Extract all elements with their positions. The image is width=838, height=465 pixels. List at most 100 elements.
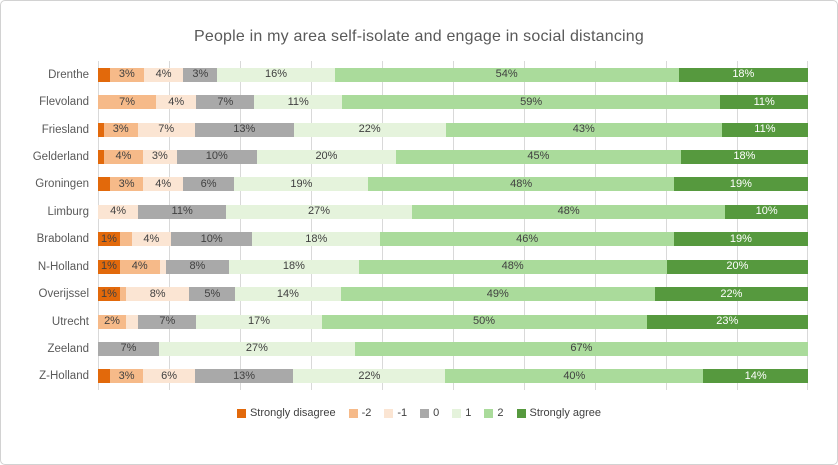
bar-segment-1[interactable]: 22% bbox=[293, 369, 446, 384]
chart-row-utrecht: Utrecht 2% 7% 17% 50% 23% bbox=[1, 308, 837, 335]
bar-segment-2[interactable]: 48% bbox=[368, 177, 674, 192]
bar-segment--2[interactable]: 3% bbox=[109, 177, 144, 192]
data-label: 3% bbox=[192, 68, 209, 81]
gridline-20 bbox=[240, 61, 241, 390]
bar-segment--1[interactable]: 4% bbox=[156, 95, 197, 110]
bar-segment--1[interactable]: 4% bbox=[98, 204, 139, 219]
bar-segment-0[interactable]: 8% bbox=[165, 259, 230, 274]
bar-segment-2[interactable]: 40% bbox=[445, 369, 704, 384]
legend-item-strongly-agree[interactable]: Strongly agree bbox=[516, 407, 601, 419]
bar-segment-2[interactable]: 43% bbox=[445, 122, 722, 137]
bar-segment-strongly-disagree[interactable] bbox=[98, 369, 110, 384]
bar-segment-1[interactable]: 27% bbox=[158, 341, 355, 356]
bar-segment-2[interactable]: 54% bbox=[334, 67, 679, 82]
legend-label: 0 bbox=[433, 407, 440, 419]
legend: Strongly disagree -2 -1 0 1 2 Strongly agree bbox=[1, 407, 837, 419]
legend-item-0[interactable]: 0 bbox=[420, 407, 439, 419]
gridline-70 bbox=[595, 61, 596, 390]
bar-segment--2[interactable] bbox=[119, 287, 126, 302]
bar-segment-0[interactable]: 6% bbox=[182, 177, 235, 192]
bar-segment-strongly-disagree[interactable]: 1% bbox=[98, 259, 120, 274]
bar-rows: Drenthe 3% 4% 3% 16% 54% 18% Flevoland 7% 4% 7% 11%… bbox=[1, 61, 837, 390]
bar-segment-2[interactable]: 48% bbox=[411, 204, 726, 219]
bar-segment--2[interactable] bbox=[119, 232, 132, 247]
bar-track: 1% 8% 5% 14% 49% 22% bbox=[98, 287, 808, 302]
legend-item--1[interactable]: -1 bbox=[384, 407, 407, 419]
bar-segment--1[interactable]: 4% bbox=[131, 232, 172, 247]
data-label: 2% bbox=[104, 315, 120, 327]
bar-segment-2[interactable]: 46% bbox=[380, 232, 674, 247]
bar-segment-0[interactable]: 13% bbox=[194, 369, 294, 384]
data-label: 10% bbox=[200, 232, 223, 245]
bar-segment-strongly-agree[interactable]: 23% bbox=[646, 314, 809, 329]
bar-segment--2[interactable]: 3% bbox=[103, 122, 138, 137]
bar-segment-2[interactable]: 59% bbox=[342, 95, 721, 110]
bar-segment-strongly-agree[interactable]: 22% bbox=[654, 287, 808, 302]
bar-segment-strongly-agree[interactable]: 10% bbox=[725, 204, 808, 219]
legend-item-2[interactable]: 2 bbox=[484, 407, 504, 419]
bar-segment-1[interactable]: 16% bbox=[217, 67, 335, 82]
bar-segment--1[interactable]: 7% bbox=[137, 122, 195, 137]
bar-segment--1[interactable] bbox=[159, 259, 166, 274]
bar-segment--2[interactable]: 7% bbox=[98, 95, 157, 110]
bar-track: 3% 6% 13% 22% 40% 14% bbox=[98, 369, 808, 384]
bar-segment-0[interactable]: 3% bbox=[183, 67, 218, 82]
bar-segment-0[interactable]: 7% bbox=[138, 314, 197, 329]
bar-segment--2[interactable]: 3% bbox=[109, 369, 144, 384]
bar-segment-1[interactable]: 20% bbox=[257, 149, 396, 164]
bar-segment-0[interactable]: 5% bbox=[189, 287, 236, 302]
bar-segment--2[interactable]: 3% bbox=[109, 67, 144, 82]
bar-segment-strongly-disagree[interactable]: 1% bbox=[98, 287, 120, 302]
bar-segment-strongly-agree[interactable]: 19% bbox=[673, 232, 808, 247]
data-label: 4% bbox=[131, 260, 148, 273]
bar-segment-strongly-disagree[interactable] bbox=[98, 149, 104, 164]
bar-segment-0[interactable]: 13% bbox=[194, 122, 294, 137]
bar-segment--1[interactable]: 3% bbox=[143, 149, 177, 164]
bar-segment-1[interactable]: 14% bbox=[235, 287, 341, 302]
bar-segment-0[interactable]: 10% bbox=[171, 232, 253, 247]
bar-segment-strongly-agree[interactable]: 14% bbox=[703, 369, 808, 384]
bar-segment-strongly-disagree[interactable] bbox=[98, 122, 104, 137]
bar-segment--1[interactable]: 8% bbox=[125, 287, 190, 302]
bar-segment-strongly-agree[interactable]: 11% bbox=[721, 122, 808, 137]
bar-segment-2[interactable]: 67% bbox=[354, 341, 808, 356]
bar-segment-1[interactable]: 27% bbox=[226, 204, 412, 219]
bar-segment-1[interactable]: 17% bbox=[196, 314, 322, 329]
bar-segment-strongly-disagree[interactable] bbox=[98, 67, 110, 82]
bar-segment-0[interactable]: 7% bbox=[98, 341, 159, 356]
bar-segment-strongly-disagree[interactable] bbox=[98, 177, 110, 192]
bar-segment-strongly-disagree[interactable]: 1% bbox=[98, 232, 120, 247]
bar-segment-2[interactable]: 50% bbox=[321, 314, 647, 329]
bar-segment-1[interactable]: 18% bbox=[252, 232, 381, 247]
bar-segment-strongly-agree[interactable]: 11% bbox=[720, 95, 808, 110]
bar-segment-0[interactable]: 10% bbox=[176, 149, 258, 164]
bar-segment-strongly-agree[interactable]: 19% bbox=[673, 177, 809, 192]
bar-segment-1[interactable]: 18% bbox=[229, 259, 359, 274]
data-label: 6% bbox=[161, 369, 178, 382]
bar-segment-0[interactable]: 11% bbox=[138, 204, 227, 219]
bar-segment-strongly-agree[interactable]: 18% bbox=[678, 67, 808, 82]
data-label: 7% bbox=[120, 342, 137, 355]
bar-segment-2[interactable]: 48% bbox=[358, 259, 667, 274]
bar-segment--1[interactable]: 4% bbox=[143, 67, 184, 82]
bar-segment--1[interactable]: 6% bbox=[143, 369, 195, 384]
bar-segment-0[interactable]: 7% bbox=[196, 95, 255, 110]
legend-item-1[interactable]: 1 bbox=[452, 407, 471, 419]
legend-item--2[interactable]: -2 bbox=[348, 407, 371, 419]
bar-segment--1[interactable]: 4% bbox=[143, 177, 183, 192]
bar-segment--2[interactable]: 2% bbox=[98, 314, 127, 329]
bar-segment-1[interactable]: 11% bbox=[254, 95, 343, 110]
chart-row-zeeland: Zeeland 7% 27% 67% bbox=[1, 335, 837, 362]
bar-segment--2[interactable]: 4% bbox=[119, 259, 160, 274]
bar-segment-1[interactable]: 19% bbox=[234, 177, 369, 192]
legend-item-strongly-disagree[interactable]: Strongly disagree bbox=[236, 407, 336, 419]
bar-segment-2[interactable]: 49% bbox=[340, 287, 655, 302]
bar-segment--2[interactable]: 4% bbox=[103, 149, 144, 164]
bar-segment-strongly-agree[interactable]: 20% bbox=[666, 259, 808, 274]
bar-segment--1[interactable] bbox=[126, 314, 139, 329]
bar-segment-1[interactable]: 22% bbox=[293, 122, 446, 137]
bar-segment-2[interactable]: 45% bbox=[395, 149, 681, 164]
bar-segment-strongly-agree[interactable]: 18% bbox=[680, 149, 809, 164]
data-label: 1% bbox=[100, 287, 117, 300]
gridline-60 bbox=[524, 61, 525, 390]
